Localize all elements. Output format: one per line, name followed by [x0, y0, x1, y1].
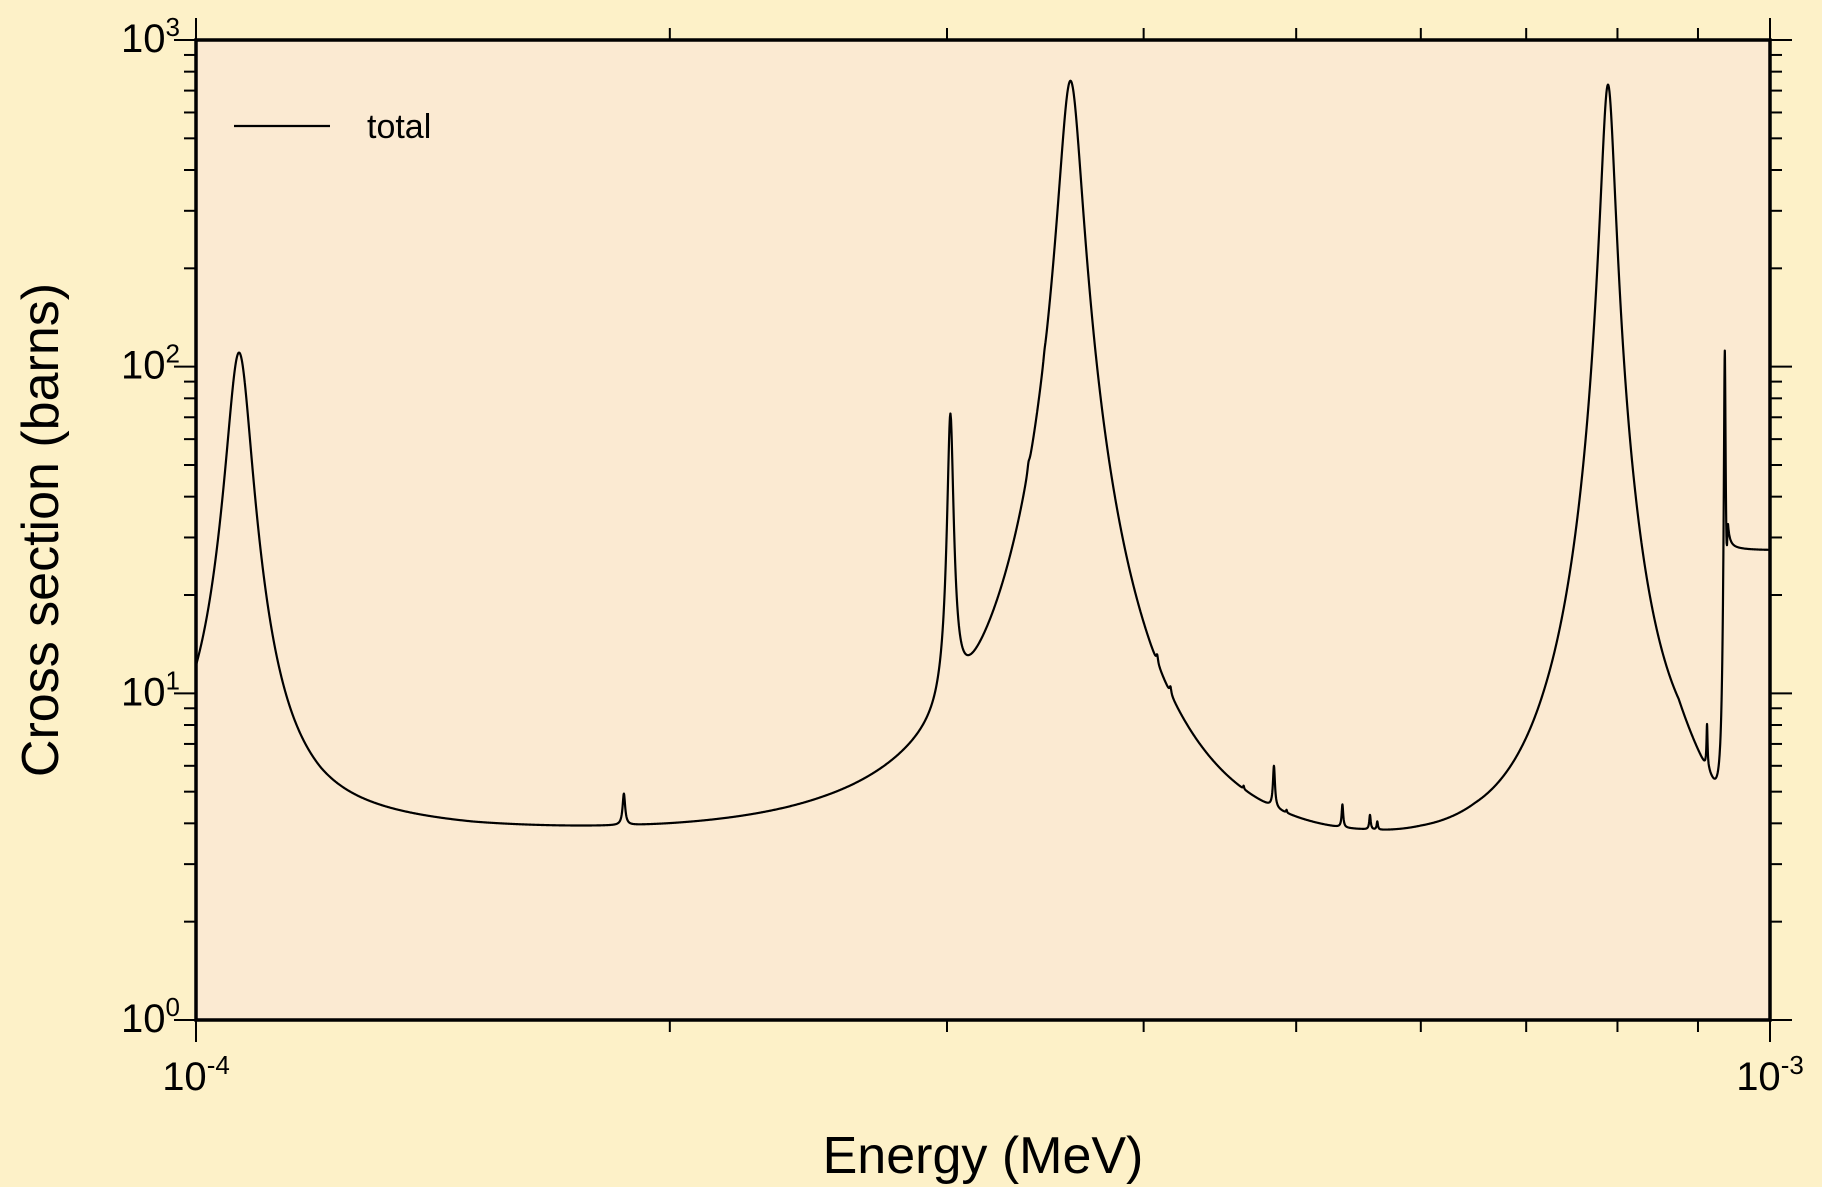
tick-labels: 10-4 10-3 100 101 102 103 [121, 12, 1804, 1099]
y-tick-label: 100 [121, 992, 180, 1041]
plot-area [196, 40, 1770, 1020]
series-line-total [194, 79, 1772, 831]
x-axis-title: Energy (MeV) [823, 1127, 1144, 1185]
x-tick-label: 10-3 [1736, 1050, 1804, 1099]
plot-frame [194, 38, 1772, 1022]
legend: total [234, 108, 431, 146]
y-axis-title: Cross section (barns) [12, 283, 70, 777]
x-tick-label: 10-4 [162, 1050, 230, 1099]
legend-label-total: total [367, 108, 431, 146]
major-ticks [174, 18, 1792, 1042]
y-tick-label: 101 [121, 665, 180, 714]
minor-ticks [184, 28, 1782, 1032]
y-tick-label: 102 [121, 339, 180, 388]
y-tick-label: 103 [121, 12, 180, 61]
